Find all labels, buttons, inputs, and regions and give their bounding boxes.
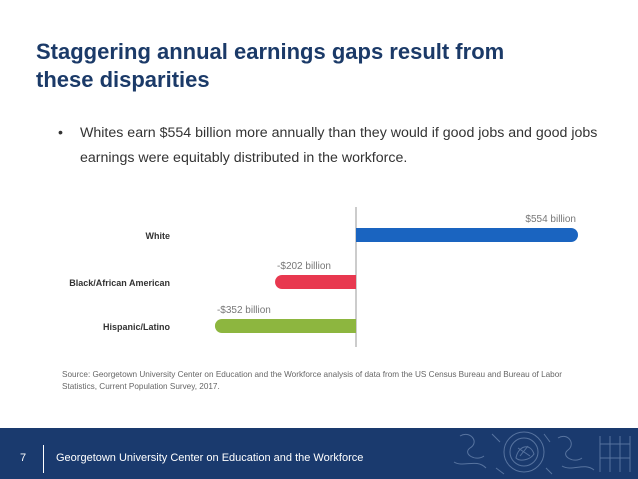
category-label-2: Hispanic/Latino (103, 322, 171, 332)
slide-title-line-2: these disparities (36, 67, 210, 92)
category-label-1: Black/African American (69, 278, 170, 288)
bullet-dot: • (58, 125, 63, 141)
category-label-0: White (146, 231, 171, 241)
bar-1 (275, 275, 356, 289)
bar-0 (356, 228, 578, 242)
footer-organization: Georgetown University Center on Educatio… (56, 452, 364, 464)
value-label-0: $554 billion (525, 214, 576, 225)
bullet-text: Whites earn $554 billion more annually t… (80, 125, 598, 166)
slide-title: Staggering annual earnings gaps result f… (36, 38, 616, 94)
value-label-1: -$202 billion (277, 261, 331, 272)
footer-bar: 7 Georgetown University Center on Educat… (0, 428, 638, 479)
chart-source-note: Source: Georgetown University Center on … (62, 370, 563, 391)
bar-2 (214, 319, 356, 333)
earnings-gap-bar-chart: White $554 billion Black/African American -… (69, 207, 578, 347)
page-number: 7 (20, 452, 27, 464)
slide-title-line-1: Staggering annual earnings gaps result f… (36, 39, 505, 64)
footer-divider (43, 445, 44, 473)
university-seal-watermark (453, 431, 631, 475)
value-label-2: -$352 billion (217, 305, 271, 316)
